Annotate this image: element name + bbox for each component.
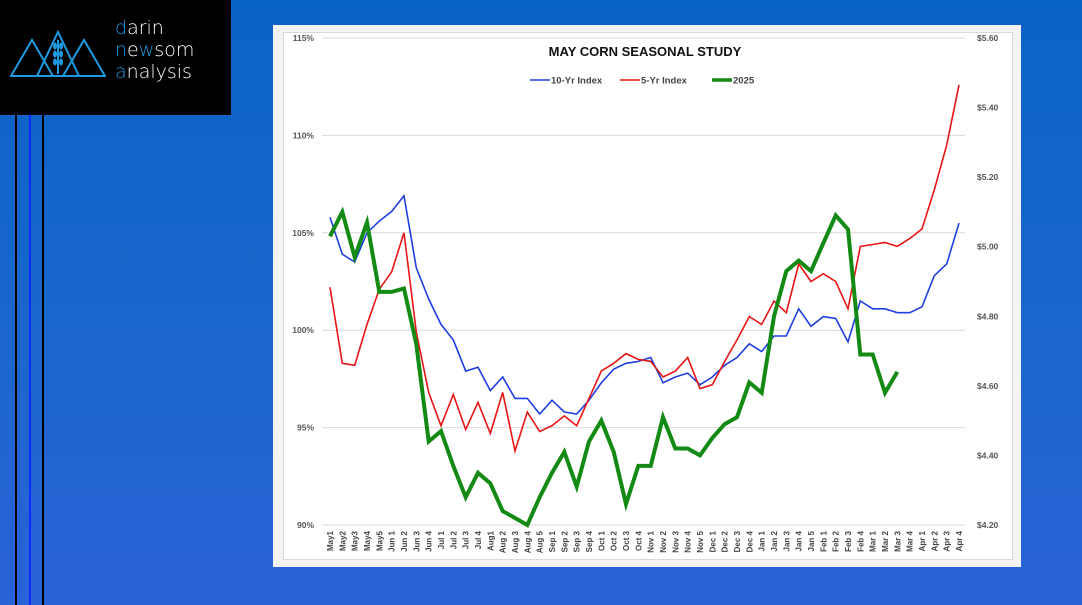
x-axis-tick-label: Aug 5 (536, 530, 545, 553)
right-axis-tick-label: $4.20 (977, 520, 999, 530)
x-axis-tick-label: Aug 2 (499, 530, 508, 553)
mountain-wheat-icon (10, 29, 106, 77)
left-axis-tick-label: 90% (297, 520, 314, 530)
left-axis-tick-label: 105% (292, 228, 314, 238)
x-axis-tick-label: Jul 1 (437, 530, 446, 549)
x-axis-tick-label: Jun 1 (388, 530, 397, 551)
x-axis-tick-label: Sep 3 (573, 530, 582, 552)
x-axis-tick-label: Dec 1 (708, 530, 717, 552)
x-axis-tick-label: May1 (326, 530, 335, 551)
x-axis-tick-label: Jun 4 (425, 530, 434, 551)
x-axis-tick-label: Nov 2 (659, 530, 668, 552)
right-axis-tick-label: $4.40 (977, 450, 999, 460)
left-axis-tick-label: 115% (293, 33, 315, 43)
x-axis-tick-label: Aug 3 (511, 530, 520, 553)
x-axis-tick-label: Feb 1 (819, 530, 828, 551)
x-axis-tick-label: Aug1 (486, 530, 495, 551)
right-axis-tick-label: $5.20 (977, 172, 999, 182)
x-axis-tick-label: Mar 2 (881, 530, 890, 551)
x-axis-tick-label: Jun 3 (412, 530, 421, 551)
x-axis-tick-label: Jan 1 (758, 530, 767, 551)
x-axis-tick-label: Nov 3 (671, 530, 680, 552)
x-axis-tick-label: Nov 1 (647, 530, 656, 552)
left-axis-tick-label: 95% (297, 423, 314, 433)
x-axis-tick-label: Jul 4 (474, 530, 483, 549)
legend-label: 10-Yr Index (551, 76, 603, 87)
x-axis-tick-label: Feb 3 (844, 530, 853, 551)
x-axis-tick-label: Jul 3 (462, 530, 471, 549)
x-axis-tick-label: Dec 3 (733, 530, 742, 552)
decor-line (15, 115, 17, 605)
brand-line-1: darin (115, 17, 164, 39)
right-axis-tick-label: $5.00 (977, 242, 999, 252)
brand-line-3: analysis (115, 61, 192, 83)
decor-line (42, 115, 44, 605)
series-line-10-yr-index (329, 193, 960, 416)
x-axis-tick-label: Aug 4 (523, 530, 532, 553)
right-axis-tick-label: $5.60 (977, 33, 999, 43)
x-axis-tick-label: Jul 2 (449, 530, 458, 549)
right-axis-tick-label: $4.80 (977, 311, 999, 321)
brand-name: darin newsom analysis (115, 17, 194, 83)
chart-legend: 10-Yr Index 5-Yr Index 2025 (530, 76, 755, 87)
x-axis-tick-label: Mar 3 (893, 530, 902, 551)
chart-title: MAY CORN SEASONAL STUDY (549, 44, 742, 59)
x-axis-tick-label: Jan 4 (795, 530, 804, 551)
x-axis-tick-label: Nov 5 (696, 530, 705, 552)
x-axis-tick-label: Oct 3 (622, 530, 631, 551)
x-axis-tick-label: Feb 2 (832, 530, 841, 551)
x-axis-tick-label: Jan 2 (770, 530, 779, 551)
left-axis-tick-label: 110% (293, 130, 315, 140)
x-axis-tick-label: Oct 2 (610, 530, 619, 551)
x-axis-tick-label: Sep 1 (548, 530, 557, 552)
x-axis-tick-label: May4 (363, 530, 372, 551)
brand-logo: darin newsom analysis (0, 0, 231, 115)
x-axis-tick-label: Nov 4 (684, 530, 693, 552)
x-axis-tick-label: May5 (375, 530, 384, 551)
legend-label: 2025 (733, 76, 755, 87)
x-axis-tick-label: May3 (351, 530, 360, 551)
x-axis-tick-label: Dec 4 (745, 530, 754, 552)
legend-label: 5-Yr Index (641, 76, 688, 87)
left-axis-tick-label: 100% (292, 325, 314, 335)
x-axis-tick-label: Jan 3 (782, 530, 791, 551)
x-axis-tick-label: Jan 5 (807, 530, 816, 551)
x-axis-tick-label: Feb 4 (856, 530, 865, 551)
x-axis-tick-label: Mar 1 (869, 530, 878, 551)
x-axis-tick-label: Oct 1 (597, 530, 606, 551)
x-axis-tick-label: Mar 4 (906, 530, 915, 551)
brand-line-2: newsom (115, 39, 195, 61)
x-axis-tick-label: Apr 3 (943, 530, 952, 551)
decor-line (29, 115, 31, 605)
x-axis-tick-label: Jun 2 (400, 530, 409, 551)
x-axis-tick-label: Sep 4 (585, 530, 594, 552)
x-axis-tick-label: Apr 2 (930, 530, 939, 551)
right-axis-tick-label: $5.40 (977, 103, 999, 113)
x-axis-tick-label: May2 (338, 530, 347, 551)
right-axis-tick-label: $4.60 (977, 381, 999, 391)
x-axis-tick-label: Apr 4 (955, 530, 964, 551)
x-axis-tick-label: Dec 2 (721, 530, 730, 552)
x-axis-tick-label: Apr 1 (918, 530, 927, 551)
x-axis-tick-label: Sep 2 (560, 530, 569, 552)
x-axis-tick-label: Oct 4 (634, 530, 643, 551)
